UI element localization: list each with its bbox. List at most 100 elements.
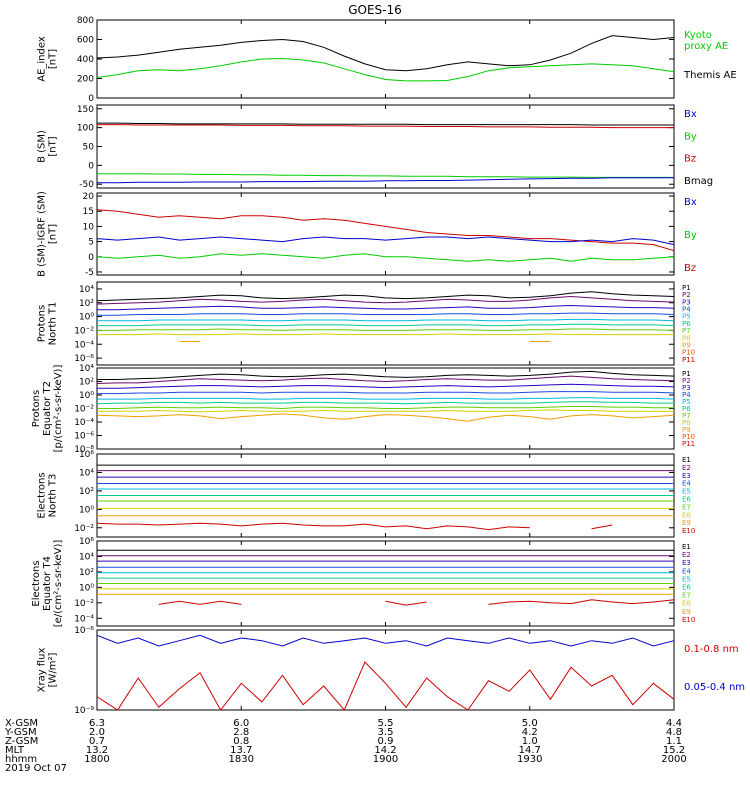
legend-entry: P2 xyxy=(682,377,691,385)
y-tick-label: 15 xyxy=(83,207,94,217)
y-tick-label: 10⁴ xyxy=(79,364,94,374)
y-tick-label: 100 xyxy=(77,124,94,134)
panel6-series-10 xyxy=(96,522,613,531)
legend-entry: P4 xyxy=(682,391,691,399)
y-tick-label: 10⁻⁶ xyxy=(74,626,94,636)
axis-row-value: 0.9 xyxy=(378,736,394,747)
axis-row-value: 1930 xyxy=(517,754,542,765)
axis-row-label: MLT xyxy=(5,745,25,756)
y-tick-label: 10⁰ xyxy=(79,313,94,323)
y-tick-label: 10⁻⁸ xyxy=(74,445,94,455)
legend-entry: P5 xyxy=(682,398,691,406)
panel4-series-8 xyxy=(97,333,674,336)
panel4-series-6 xyxy=(97,323,675,327)
plot-title: GOES-16 xyxy=(348,3,402,17)
y-tick-label: 10⁻⁹ xyxy=(74,706,94,716)
legend-entry: P7 xyxy=(682,327,691,335)
panel2-series-2 xyxy=(97,124,674,129)
panel-ylabel-2: B (SM)[nT] xyxy=(37,130,59,163)
y-tick-label: 10 xyxy=(83,222,95,232)
panel1-series-2 xyxy=(96,57,675,82)
y-tick-label: 10⁻² xyxy=(74,524,94,534)
panel2-series-4 xyxy=(97,177,674,184)
panel5-series-3 xyxy=(97,383,675,389)
legend-entry: P10 xyxy=(682,433,695,441)
legend-entry: P4 xyxy=(682,306,691,314)
legend-entry: E7 xyxy=(682,592,691,600)
legend-entry: P11 xyxy=(682,440,695,448)
panel7-series-10 xyxy=(158,599,675,606)
y-tick-label: 10⁻⁴ xyxy=(74,614,94,624)
legend-entry: P8 xyxy=(682,334,691,342)
y-tick-label: 5 xyxy=(88,238,94,248)
y-tick-label: 0 xyxy=(88,253,94,263)
panel8-series-1 xyxy=(96,634,675,647)
y-tick-label: 10⁻⁶ xyxy=(74,354,94,364)
axis-row-value: 2.8 xyxy=(233,727,249,738)
axis-row-value: 4.4 xyxy=(666,718,682,729)
legend-entry: E9 xyxy=(682,519,691,527)
panel-ylabel-5: ProtonsEquator T2[p/(cm²-s-sr-keV)] xyxy=(31,365,64,453)
y-tick-label: 10² xyxy=(79,487,94,497)
panel1-series-1 xyxy=(96,35,675,72)
axis-row-value: 1830 xyxy=(229,754,254,765)
axis-row-value: 2.0 xyxy=(89,727,105,738)
y-tick-label: 200 xyxy=(77,75,94,85)
legend-entry: E2 xyxy=(682,464,691,472)
panel-ylabel-3: B (SM)-IGRF (SM)[nT] xyxy=(37,191,59,277)
panel5-series-4 xyxy=(97,391,675,395)
legend-entry: E9 xyxy=(682,608,691,616)
legend-entry: P1 xyxy=(682,370,691,378)
legend-entry: Kyoto proxy AE xyxy=(684,30,728,52)
y-tick-label: 10⁻² xyxy=(74,326,94,336)
legend-entry: Bz xyxy=(684,154,696,165)
legend-entry: Bmag xyxy=(684,176,713,187)
y-tick-label: 10⁰ xyxy=(79,505,94,515)
panel5-series-2 xyxy=(96,375,675,384)
y-tick-label: 10⁻⁶ xyxy=(74,432,94,442)
panel4-series-2 xyxy=(96,295,675,305)
panel4-series-5 xyxy=(97,318,675,322)
panel-frame-3 xyxy=(96,192,675,276)
y-tick-label: 10² xyxy=(79,299,94,309)
panel3-series-1 xyxy=(96,209,675,252)
axis-row-value: 14.7 xyxy=(519,745,541,756)
y-tick-label: 50 xyxy=(83,143,95,153)
legend-entry: P6 xyxy=(682,405,691,413)
axis-row-value: 4.2 xyxy=(522,727,538,738)
legend-entry: E7 xyxy=(682,503,691,511)
legend-entry: E3 xyxy=(682,472,691,480)
axis-row-value: 5.5 xyxy=(378,718,394,729)
panel5-series-8 xyxy=(97,409,674,413)
legend-entry: E1 xyxy=(682,456,691,464)
y-tick-label: -50 xyxy=(79,180,94,190)
legend-entry: E10 xyxy=(682,527,695,535)
panel5-series-9 xyxy=(96,413,675,422)
legend-entry: By xyxy=(684,131,697,142)
legend-entry: P5 xyxy=(682,313,691,321)
legend-entry: E6 xyxy=(682,584,691,592)
y-tick-label: 10⁴ xyxy=(79,285,94,295)
axis-row-value: 13.7 xyxy=(230,745,252,756)
panel5-series-1 xyxy=(97,370,675,380)
legend-entry: E5 xyxy=(682,575,691,583)
legend-entry: E8 xyxy=(682,600,691,608)
y-tick-label: 10⁰ xyxy=(79,583,94,593)
y-tick-label: 10⁻² xyxy=(74,599,94,609)
panel2-series-3 xyxy=(97,173,674,178)
axis-row-value: 0.7 xyxy=(89,736,105,747)
axis-row-value: 14.2 xyxy=(374,745,396,756)
y-tick-label: 20 xyxy=(83,192,95,202)
y-tick-label: 10² xyxy=(79,378,94,388)
panel-ylabel-1: AE_index[nT] xyxy=(37,36,59,82)
panel5-series-7 xyxy=(97,406,674,410)
legend-entry: 0.1-0.8 nm xyxy=(684,644,739,655)
legend-entry: 0.05-0.4 nm xyxy=(684,682,745,693)
y-tick-label: 150 xyxy=(77,105,94,115)
legend-entry: E3 xyxy=(682,559,691,567)
panel3-series-3 xyxy=(96,253,675,262)
legend-entry: Themis AE xyxy=(683,70,737,81)
panel-ylabel-4: ProtonsNorth T1 xyxy=(37,302,59,346)
axis-row-label: Z-GSM xyxy=(5,736,38,747)
